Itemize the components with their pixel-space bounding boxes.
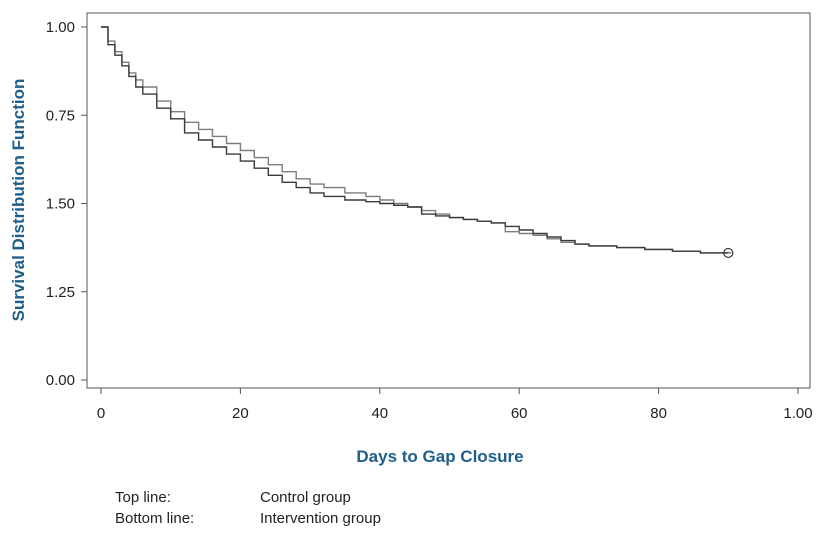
series-intervention-line xyxy=(101,26,729,254)
x-tick-label: 40 xyxy=(371,405,388,422)
x-tick-label: 1.00 xyxy=(783,405,812,422)
y-tick-label: 1.50 xyxy=(46,196,75,213)
legend-key-bottom: Bottom line: xyxy=(115,510,195,527)
legend-key-top: Top line: xyxy=(115,489,171,506)
legend-row-intervention: Bottom line: Intervention group xyxy=(115,508,381,529)
series-layer xyxy=(101,26,734,259)
y-tick-label: 1.00 xyxy=(46,19,75,36)
y-tick-label: 1.25 xyxy=(46,284,75,301)
x-tick-label: 20 xyxy=(232,405,249,422)
x-axis: 0 20 40 60 80 1.00 xyxy=(97,388,813,422)
y-tick-label: 0.75 xyxy=(46,107,75,124)
y-tick-label: 0.00 xyxy=(46,372,75,389)
legend: Top line: Control group Bottom line: Int… xyxy=(115,487,381,529)
x-tick-label: 80 xyxy=(650,405,667,422)
y-axis: 0.00 1.25 1.50 0.75 1.00 xyxy=(46,19,87,389)
legend-value-intervention: Intervention group xyxy=(260,510,381,527)
x-axis-title: Days to Gap Closure xyxy=(356,447,523,466)
legend-value-control: Control group xyxy=(260,489,351,506)
censor-marker xyxy=(723,247,734,259)
x-tick-label: 0 xyxy=(97,405,105,422)
y-axis-title: Survival Distribution Function xyxy=(9,79,28,322)
plot-area-frame xyxy=(86,12,811,389)
x-tick-label: 60 xyxy=(511,405,528,422)
legend-row-control: Top line: Control group xyxy=(115,487,381,508)
